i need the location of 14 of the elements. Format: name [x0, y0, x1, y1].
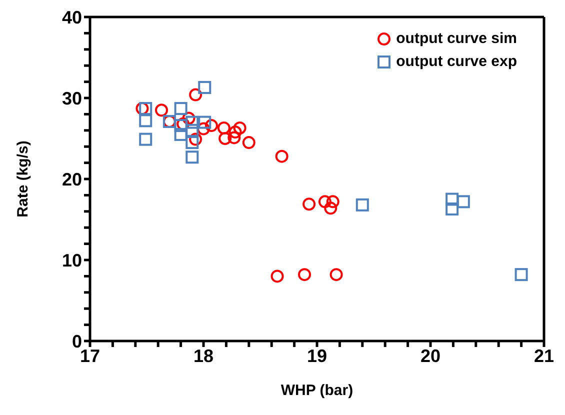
x-tick-label: 18 [193, 346, 214, 366]
x-tick-label: 19 [306, 346, 328, 366]
x-tick-label: 21 [534, 346, 554, 366]
legend-label: output curve exp [396, 53, 517, 70]
y-axis-title: Rate (kg/s) [14, 140, 32, 218]
y-tick-label: 40 [62, 7, 82, 28]
y-tick-label: 20 [62, 169, 82, 190]
y-tick-label: 0 [72, 331, 82, 352]
x-axis-title: WHP (bar) [280, 382, 354, 399]
y-tick-label: 30 [62, 88, 82, 108]
legend-label: output curve sim [396, 30, 517, 47]
x-tick-label: 17 [80, 346, 100, 366]
x-tick-label: 20 [420, 346, 441, 366]
y-tick-label: 10 [62, 250, 82, 270]
